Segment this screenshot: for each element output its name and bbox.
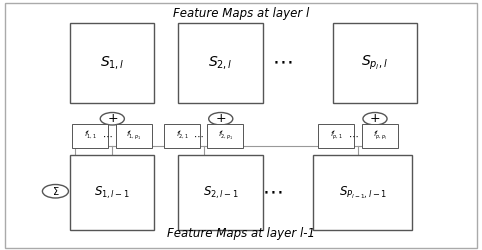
Text: $f^l_{p,p_l}$: $f^l_{p,p_l}$ xyxy=(373,128,387,143)
FancyBboxPatch shape xyxy=(362,124,398,148)
Text: $+$: $+$ xyxy=(215,112,227,125)
Text: $S_{2,l}$: $S_{2,l}$ xyxy=(208,54,233,71)
Text: $S_{1,l}$: $S_{1,l}$ xyxy=(100,54,124,71)
Text: Feature Maps at layer l: Feature Maps at layer l xyxy=(173,8,309,20)
Text: $\cdots$: $\cdots$ xyxy=(102,130,112,140)
FancyBboxPatch shape xyxy=(178,155,263,230)
Text: $\cdots$: $\cdots$ xyxy=(348,130,358,140)
Text: $f^l_{2,1}$: $f^l_{2,1}$ xyxy=(175,129,188,142)
Circle shape xyxy=(209,112,233,125)
Text: $f^l_{1,p_1}$: $f^l_{1,p_1}$ xyxy=(126,128,141,143)
Text: $f^l_{p,1}$: $f^l_{p,1}$ xyxy=(330,128,343,143)
Circle shape xyxy=(363,112,387,125)
Text: $f^l_{2,p_1}$: $f^l_{2,p_1}$ xyxy=(218,128,233,143)
Text: $\cdots$: $\cdots$ xyxy=(272,51,292,71)
Text: $\Sigma$: $\Sigma$ xyxy=(52,185,59,197)
FancyBboxPatch shape xyxy=(164,124,200,148)
Circle shape xyxy=(42,184,68,198)
Text: $S_{2,l-1}$: $S_{2,l-1}$ xyxy=(202,184,239,201)
FancyBboxPatch shape xyxy=(116,124,152,148)
FancyBboxPatch shape xyxy=(72,124,108,148)
Text: $S_{P_{l-1},l-1}$: $S_{P_{l-1},l-1}$ xyxy=(339,184,387,201)
FancyBboxPatch shape xyxy=(318,124,354,148)
Text: $S_{p_l,l}$: $S_{p_l,l}$ xyxy=(362,53,388,72)
Text: $f^l_{1,1}$: $f^l_{1,1}$ xyxy=(84,129,97,142)
FancyBboxPatch shape xyxy=(178,22,263,102)
FancyBboxPatch shape xyxy=(333,22,417,102)
FancyBboxPatch shape xyxy=(313,155,412,230)
FancyBboxPatch shape xyxy=(207,124,243,148)
Circle shape xyxy=(100,112,124,125)
Text: $\cdots$: $\cdots$ xyxy=(262,181,282,201)
Text: $S_{1,l-1}$: $S_{1,l-1}$ xyxy=(94,184,130,201)
Text: $+$: $+$ xyxy=(107,112,118,125)
FancyBboxPatch shape xyxy=(70,155,154,230)
FancyBboxPatch shape xyxy=(70,22,154,102)
Text: $\cdots$: $\cdots$ xyxy=(193,130,204,140)
Text: Feature Maps at layer l-1: Feature Maps at layer l-1 xyxy=(167,227,315,240)
Text: $+$: $+$ xyxy=(369,112,381,125)
